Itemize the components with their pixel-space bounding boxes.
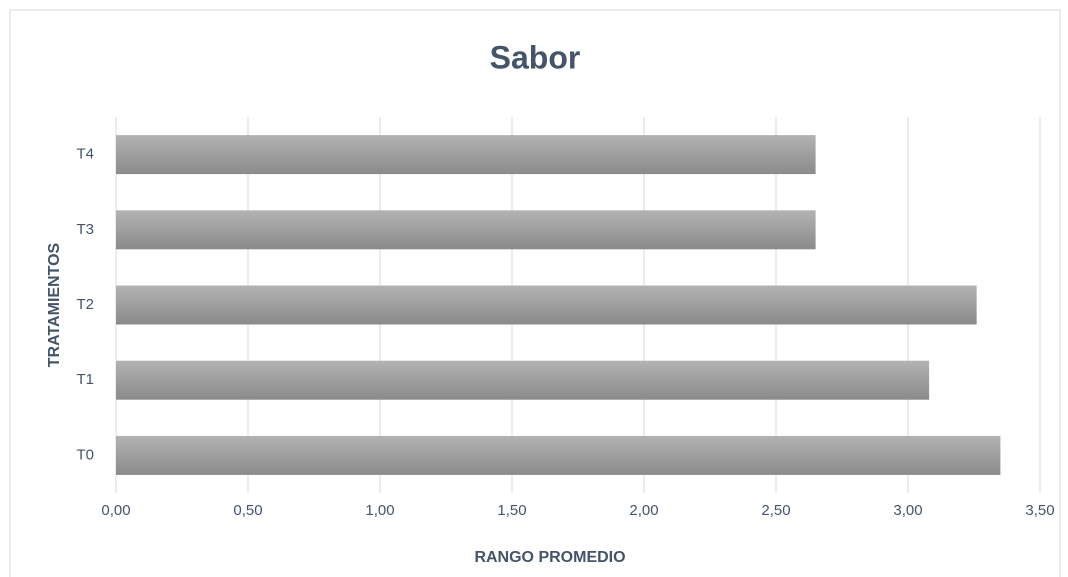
y-tick-label: T3 xyxy=(76,221,94,238)
y-axis-title: TRATAMIENTOS xyxy=(46,242,63,367)
y-tick-label: T0 xyxy=(76,446,94,463)
y-tick-label: T1 xyxy=(76,371,94,388)
y-tick-label: T4 xyxy=(76,146,94,163)
x-tick-label: 1,00 xyxy=(365,502,394,519)
x-tick-label: 0,50 xyxy=(233,502,262,519)
bar xyxy=(116,360,930,400)
bar xyxy=(116,435,1001,475)
x-tick-label: 3,50 xyxy=(1025,502,1054,519)
chart-title: Sabor xyxy=(490,39,581,75)
bar xyxy=(116,210,816,250)
x-tick-label: 2,00 xyxy=(629,502,658,519)
x-tick-label: 0,00 xyxy=(101,502,130,519)
x-tick-label: 2,50 xyxy=(761,502,790,519)
y-tick-label: T2 xyxy=(76,296,94,313)
x-tick-label: 3,00 xyxy=(893,502,922,519)
bar xyxy=(116,135,816,175)
x-axis-title: RANGO PROMEDIO xyxy=(474,549,625,566)
bar xyxy=(116,285,977,325)
x-tick-label: 1,50 xyxy=(497,502,526,519)
